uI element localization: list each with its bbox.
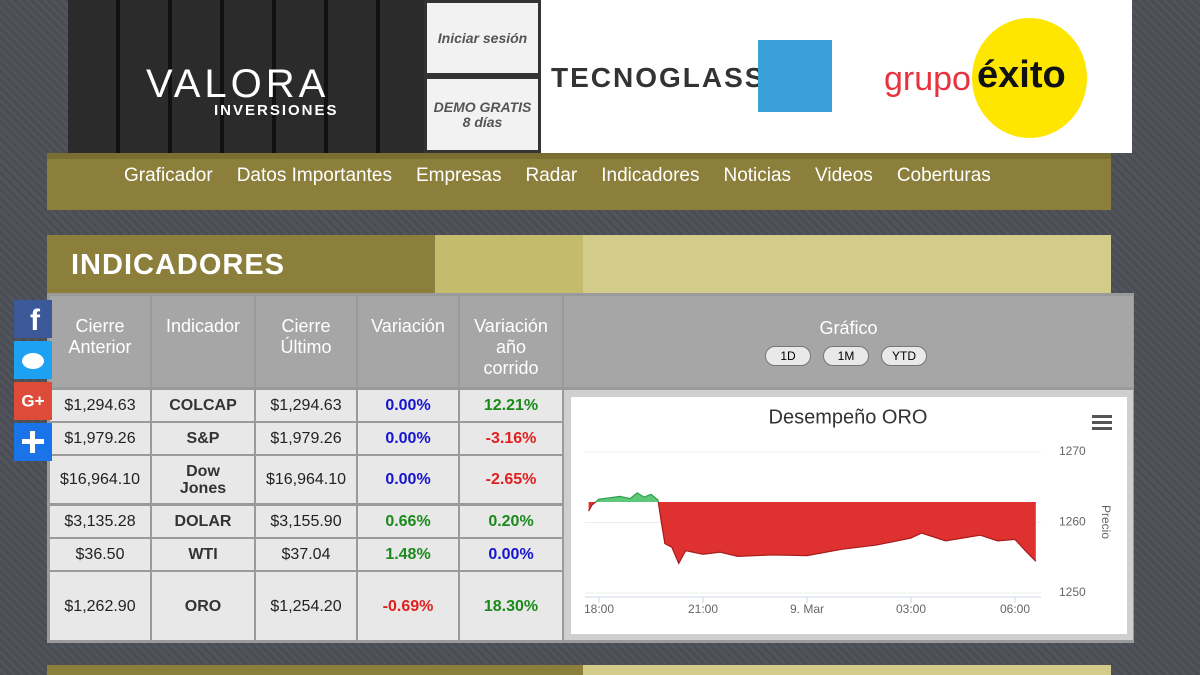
table-cell: 0.00% (358, 456, 458, 503)
area (588, 492, 1036, 503)
brand-text: VALORA (146, 62, 330, 106)
table-cell: Dow Jones (152, 456, 254, 503)
table-cell: 18.30% (460, 572, 562, 640)
nav-bar: Graficador Datos Importantes Empresas Radar… (47, 153, 1111, 210)
column-header: Variación año corrido (460, 296, 562, 387)
menu-icon[interactable] (1092, 415, 1112, 430)
column-header: Cierre Último (256, 296, 356, 387)
sponsor-grupo[interactable]: grupo (884, 60, 971, 98)
nav-item[interactable]: Empresas (415, 165, 502, 186)
table-cell: $3,155.90 (256, 506, 356, 537)
chart-header: Gráfico 1D 1M YTD (564, 296, 1133, 387)
section-header: INDICADORES (47, 235, 435, 293)
share-twitter[interactable] (14, 341, 52, 379)
share-google[interactable]: G+ (14, 382, 52, 420)
x-tick-label: 21:00 (688, 602, 718, 616)
table-cell: 0.00% (358, 390, 458, 421)
table-cell: COLCAP (152, 390, 254, 421)
column-header: Cierre Anterior (50, 296, 150, 387)
sponsor-banner: TECNOGLASS grupo éxito (541, 0, 1132, 153)
table-cell: ORO (152, 572, 254, 640)
table-cell: 0.00% (358, 423, 458, 454)
header-band (583, 235, 1111, 293)
chart: Desempeño ORO Precio 1250 1260 1270 18:00 21… (571, 397, 1127, 634)
x-tick-label: 06:00 (1000, 602, 1030, 616)
table-cell: 0.00% (460, 539, 562, 570)
table-cell: $1,294.63 (50, 390, 150, 421)
table-cell: S&P (152, 423, 254, 454)
exito-circle (972, 18, 1087, 138)
share-more[interactable] (14, 423, 52, 461)
table-cell: $1,979.26 (256, 423, 356, 454)
y-tick-label: 1250 (1059, 585, 1086, 599)
y-tick-label: 1270 (1059, 444, 1086, 458)
demo-button[interactable]: DEMO GRATIS 8 días (424, 76, 541, 153)
line (588, 502, 1037, 565)
table-cell: 12.21% (460, 390, 562, 421)
table-cell: $3,135.28 (50, 506, 150, 537)
line (594, 492, 659, 503)
next-section (47, 665, 583, 675)
brand-logo[interactable]: VALORA INVERSIONES (68, 0, 424, 153)
table-cell: -2.65% (460, 456, 562, 503)
login-button[interactable]: Iniciar sesión (424, 0, 541, 76)
demo-line: DEMO GRATIS (433, 98, 532, 115)
share-bar: f G+ (14, 300, 52, 461)
chart-header-title: Gráfico (819, 318, 878, 338)
y-axis-title: Precio (1099, 505, 1113, 539)
table-cell: WTI (152, 539, 254, 570)
x-tick-label: 03:00 (896, 602, 926, 616)
area (588, 502, 1036, 564)
range-button[interactable]: 1M (823, 346, 869, 366)
range-button[interactable]: YTD (881, 346, 927, 366)
nav-item[interactable]: Graficador (124, 165, 213, 186)
column-header: Indicador (152, 296, 254, 387)
table-cell: $1,262.90 (50, 572, 150, 640)
share-icon: f (30, 304, 41, 337)
share-icon: G+ (21, 391, 44, 410)
nav-item[interactable]: Indicadores (601, 165, 700, 186)
table-cell: -0.69% (358, 572, 458, 640)
table-cell: 0.66% (358, 506, 458, 537)
tecnoglass-icon (758, 40, 832, 112)
nav-list: Graficador Datos Importantes Empresas Radar… (47, 159, 1111, 187)
table-cell: 1.48% (358, 539, 458, 570)
sponsor-exito[interactable]: éxito (977, 54, 1066, 96)
table-cell: $1,979.26 (50, 423, 150, 454)
range-buttons: 1D 1M YTD (765, 346, 927, 366)
next-section (583, 665, 1111, 675)
table-cell: -3.16% (460, 423, 562, 454)
header-band (435, 235, 583, 293)
nav-item[interactable]: Datos Importantes (236, 165, 392, 186)
table-cell: 0.20% (460, 506, 562, 537)
demo-line: 8 días (462, 113, 503, 130)
column-header: Variación (358, 296, 458, 387)
sponsor-tecnoglass[interactable]: TECNOGLASS (551, 62, 766, 93)
table-cell: $1,254.20 (256, 572, 356, 640)
chart-title: Desempeño ORO (769, 406, 928, 428)
nav-item[interactable]: Videos (815, 165, 873, 186)
nav-item[interactable]: Noticias (723, 165, 792, 186)
nav-item[interactable]: Coberturas (896, 165, 991, 186)
table-cell: $16,964.10 (256, 456, 356, 503)
table-cell: $37.04 (256, 539, 356, 570)
y-tick-label: 1260 (1059, 515, 1086, 529)
brand-sub: INVERSIONES (214, 102, 339, 119)
table-cell: $1,294.63 (256, 390, 356, 421)
table-cell: $16,964.10 (50, 456, 150, 503)
range-button[interactable]: 1D (765, 346, 811, 366)
table-cell: $36.50 (50, 539, 150, 570)
section-title: INDICADORES (71, 249, 286, 281)
x-tick-label: 18:00 (584, 602, 614, 616)
nav-item[interactable]: Radar (525, 165, 578, 186)
x-tick-label: 9. Mar (790, 602, 824, 616)
table-cell: DOLAR (152, 506, 254, 537)
share-facebook[interactable]: f (14, 300, 52, 338)
